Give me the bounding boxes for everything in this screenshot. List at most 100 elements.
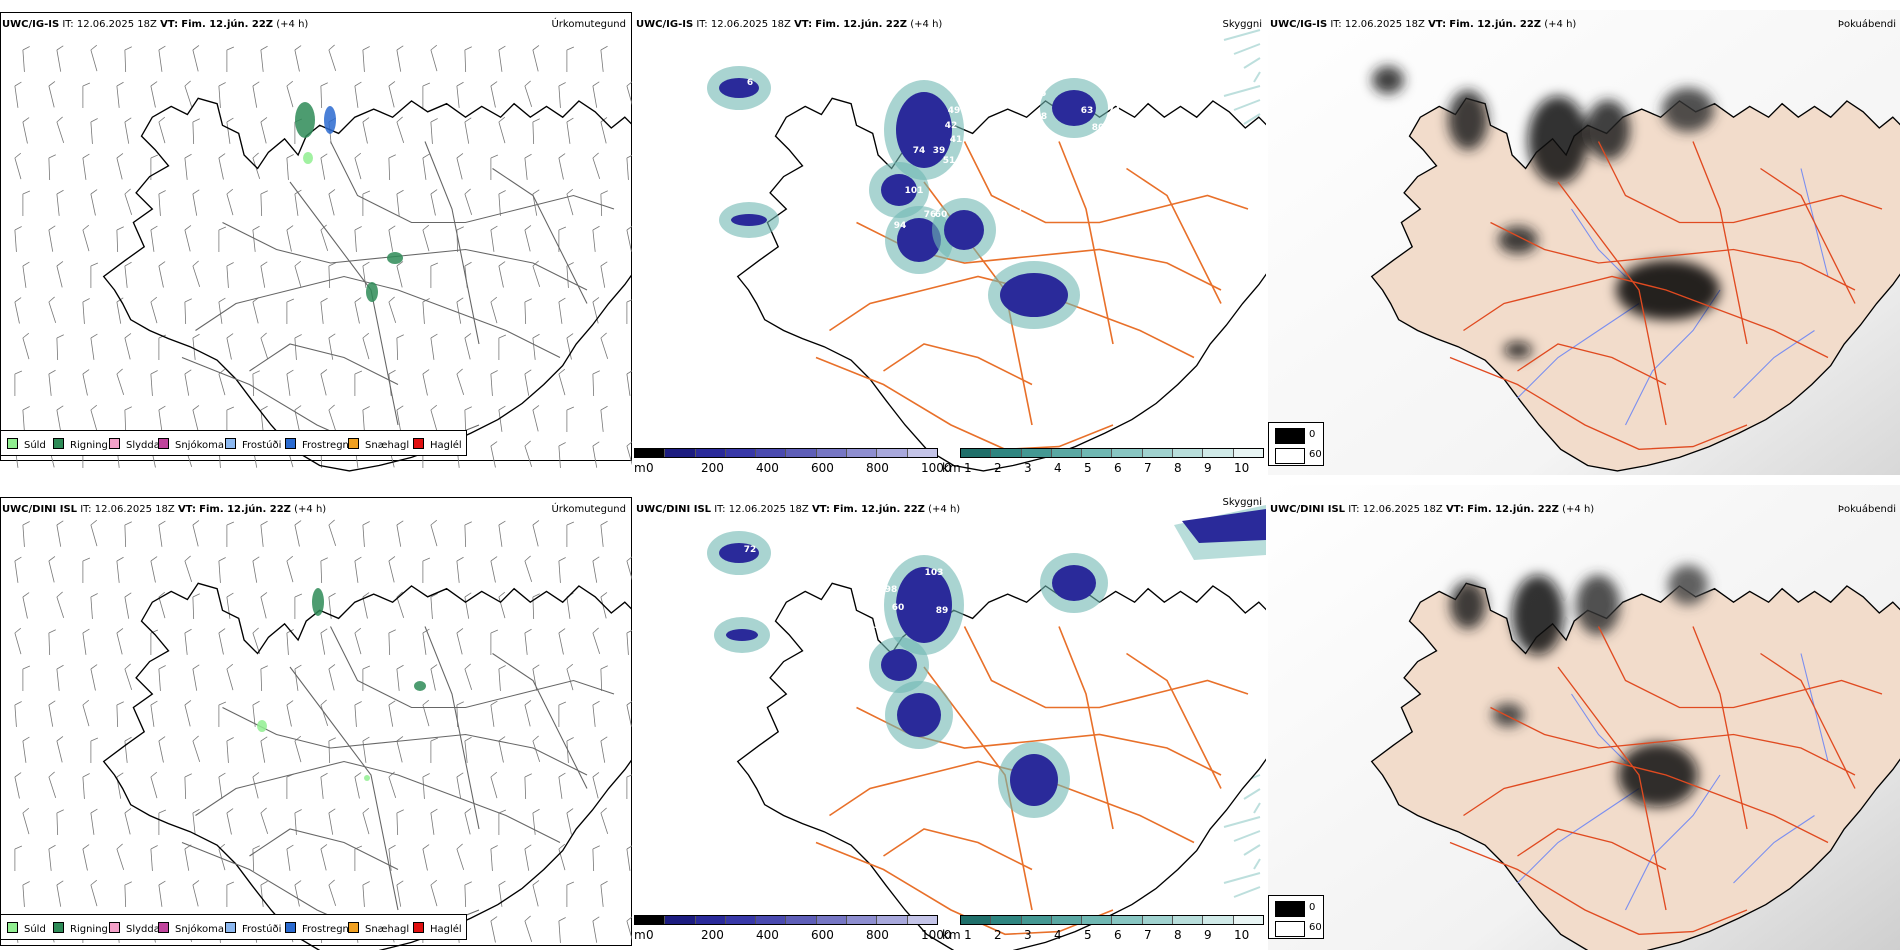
wind-barb <box>464 521 472 548</box>
wind-barb <box>218 226 227 252</box>
colorbar-segment <box>991 449 1022 457</box>
wind-barb <box>498 334 507 360</box>
wind-barb <box>558 557 566 583</box>
colorbar-segment <box>816 916 848 924</box>
wind-barb <box>184 298 192 325</box>
wind-barb <box>490 441 498 468</box>
fog-area <box>1450 581 1486 629</box>
wind-barb <box>388 81 396 108</box>
wind-barb <box>490 296 498 324</box>
precip-legend-item: Snæhagl <box>348 438 409 451</box>
wind-barb <box>430 118 438 144</box>
wind-barb <box>82 628 90 655</box>
wind-barb <box>362 736 370 763</box>
cloud-base-value: 6 <box>747 78 753 88</box>
wind-barb <box>320 772 328 799</box>
wind-barb <box>320 557 328 584</box>
wind-barb <box>286 844 294 871</box>
colorbar-tick: 7 <box>1144 461 1152 475</box>
colorbar-segment <box>725 916 757 924</box>
wind-barb <box>150 370 158 396</box>
colorbar-segment <box>1142 916 1174 924</box>
cloud-base-value: 91 <box>1048 502 1061 512</box>
wind-barb <box>226 663 234 691</box>
wind-barb <box>116 81 124 108</box>
wind-barb <box>626 225 632 252</box>
wind-barb <box>328 333 336 360</box>
colorbar-tick: 9 <box>1204 928 1212 942</box>
wind-barb <box>558 772 566 799</box>
road-line <box>424 141 480 345</box>
precip-area <box>257 720 267 732</box>
wind-barb <box>524 844 532 871</box>
fog-area <box>1618 743 1698 807</box>
wind-barb <box>116 226 124 253</box>
cloud-base-value: 60 <box>935 210 948 220</box>
precip-legend-item: Súld <box>7 438 46 451</box>
wind-barb <box>158 665 166 691</box>
fog-legend-swatch <box>1275 921 1305 937</box>
wind-barb <box>192 808 200 835</box>
wind-barb <box>532 333 540 360</box>
cloud-base-value: 83 <box>1039 199 1052 209</box>
colorbar-tick: 600 <box>811 461 834 475</box>
colorbar-tick: 8 <box>1174 461 1182 475</box>
wind-barb <box>430 879 438 907</box>
wind-barb <box>192 520 200 547</box>
wind-barb <box>252 297 260 324</box>
wind-barb <box>532 118 540 145</box>
cloud-base-value: 49 <box>948 106 961 116</box>
wind-barb <box>558 297 566 324</box>
wind-barb <box>566 881 575 907</box>
legend-swatch <box>348 922 359 933</box>
road-line <box>1692 626 1748 830</box>
cloud-base-value: 41 <box>950 135 963 145</box>
precip-legend-item: Frostregn <box>285 438 349 451</box>
wind-barb <box>226 737 234 763</box>
cloud-area <box>881 174 917 206</box>
wind-barb <box>56 664 64 691</box>
visibility-streak <box>1253 71 1261 83</box>
wind-barb <box>362 261 370 288</box>
wind-barb <box>592 441 600 468</box>
wind-barb <box>226 521 235 547</box>
wind-barb <box>124 261 132 288</box>
wind-barb <box>600 592 608 619</box>
wind-barb <box>456 81 464 108</box>
wind-barb <box>286 225 294 252</box>
wind-barb <box>294 664 302 691</box>
cloud-base-value: 72 <box>744 545 757 555</box>
wind-barb <box>150 225 158 252</box>
wind-barb <box>218 557 226 583</box>
cloud-area <box>896 92 952 168</box>
cloud-base-value: 98 <box>885 585 898 595</box>
wind-barb <box>260 520 268 547</box>
wind-barb <box>116 368 125 396</box>
wind-barb <box>260 45 268 72</box>
wind-barb <box>320 153 328 180</box>
cloud-area <box>1052 90 1096 126</box>
wind-barb <box>626 369 632 396</box>
wind-barb <box>430 333 438 360</box>
legend-label: Rigning <box>70 924 108 935</box>
wind-barb <box>456 772 464 799</box>
wind-barb <box>56 189 64 216</box>
colorbar-segment <box>756 916 787 924</box>
wind-barb <box>90 808 98 835</box>
wind-barb <box>124 881 132 908</box>
iceland-precip-map <box>14 519 632 950</box>
wind-barb <box>56 591 65 619</box>
road-line <box>492 168 588 304</box>
wind-barb <box>600 332 609 360</box>
visibility-streak <box>1233 830 1261 842</box>
wind-barb <box>354 152 362 180</box>
wind-barb <box>464 406 472 433</box>
cloud-area <box>1000 273 1068 317</box>
wind-barb <box>626 774 632 799</box>
wind-barb <box>558 701 567 727</box>
road-line <box>1760 652 1856 789</box>
wind-barb <box>192 593 200 620</box>
fog-area <box>1662 88 1714 132</box>
road-line <box>1463 760 1829 844</box>
wind-barb <box>396 520 404 547</box>
